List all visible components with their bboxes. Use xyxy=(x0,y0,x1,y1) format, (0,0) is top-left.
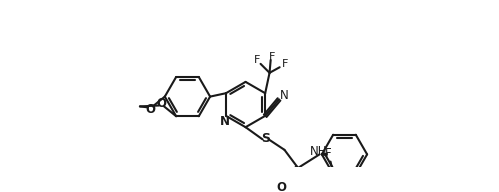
Text: O: O xyxy=(276,181,286,192)
Text: F: F xyxy=(325,147,331,160)
Text: S: S xyxy=(260,132,269,145)
Text: NH: NH xyxy=(310,145,327,158)
Text: F: F xyxy=(254,55,260,65)
Text: F: F xyxy=(282,59,288,69)
Text: O: O xyxy=(145,103,155,116)
Text: F: F xyxy=(269,51,275,61)
Text: O: O xyxy=(156,97,167,110)
Text: N: N xyxy=(280,89,288,102)
Text: N: N xyxy=(220,115,230,127)
